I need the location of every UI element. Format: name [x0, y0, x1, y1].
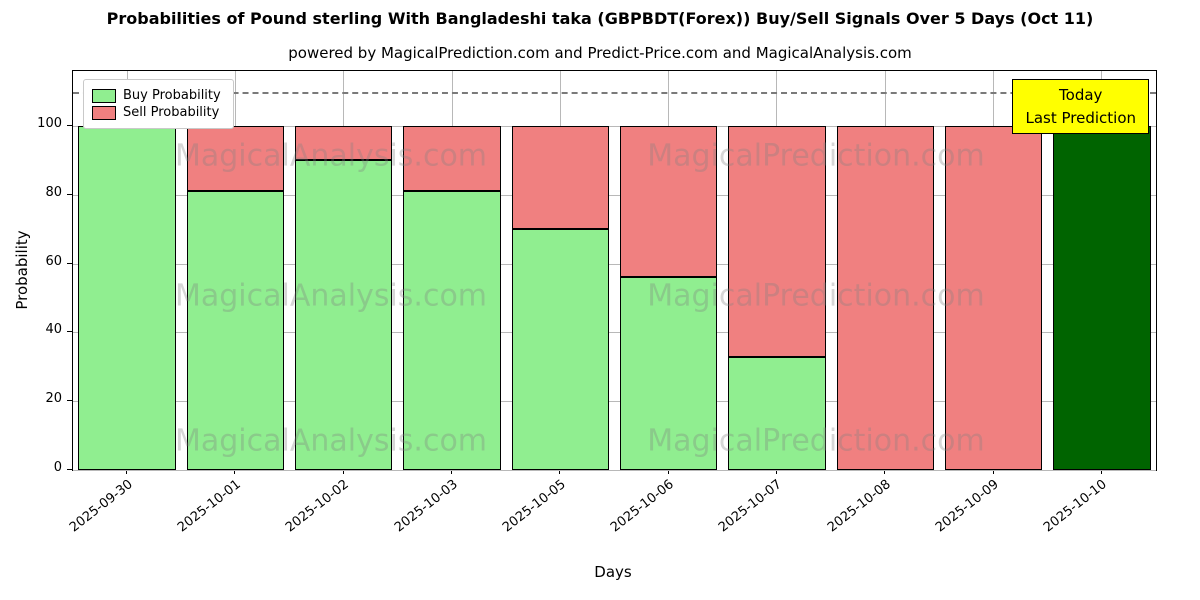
- today-annotation-line1: Today: [1059, 86, 1103, 104]
- bar-buy-segment: [619, 277, 718, 470]
- x-tick-mark: [884, 469, 886, 474]
- x-tick-mark: [126, 469, 128, 474]
- y-gridline: [73, 263, 1156, 265]
- y-tick-mark: [67, 400, 72, 402]
- bar-sell-segment: [836, 126, 934, 470]
- x-tick-mark: [342, 469, 344, 474]
- x-tick-mark: [1100, 469, 1102, 474]
- bar-buy-segment: [403, 191, 501, 470]
- legend-item-sell: Sell Probability: [92, 105, 221, 120]
- y-tick-label: 60: [45, 253, 62, 269]
- legend-swatch-sell-icon: [92, 105, 116, 120]
- y-gridline: [73, 401, 1156, 403]
- bar-sell-segment: [403, 126, 501, 192]
- y-gridline: [73, 194, 1156, 196]
- y-tick-mark: [67, 331, 72, 333]
- y-tick-label: 0: [53, 460, 62, 475]
- legend-swatch-buy-icon: [92, 88, 116, 103]
- plot-area: Buy Probability Sell Probability Today L…: [72, 70, 1157, 471]
- x-tick-mark: [559, 469, 561, 474]
- chart-title: Probabilities of Pound sterling With Ban…: [106, 9, 1094, 28]
- y-gridline: [73, 126, 1156, 128]
- x-tick-label: 2025-10-09: [933, 477, 1002, 536]
- x-tick-label: 2025-10-10: [1041, 477, 1111, 536]
- x-axis-label: Days: [594, 563, 632, 581]
- bar-buy-segment: [186, 191, 285, 470]
- y-tick-mark: [67, 125, 72, 127]
- legend-label-sell: Sell Probability: [123, 105, 220, 120]
- y-tick-mark: [67, 469, 72, 470]
- bar-sell-segment: [511, 126, 610, 230]
- bar-buy-segment: [728, 356, 826, 470]
- y-tick-label: 100: [37, 116, 62, 132]
- today-annotation-line2: Last Prediction: [1025, 108, 1136, 127]
- y-gridline: [73, 470, 1156, 471]
- bar-sell-segment: [186, 126, 285, 192]
- bar-buy-segment: [295, 160, 393, 470]
- y-tick-label: 80: [45, 184, 62, 200]
- bar-sell-segment: [619, 126, 718, 278]
- legend-item-buy: Buy Probability: [92, 88, 221, 103]
- x-tick-mark: [234, 469, 236, 474]
- x-tick-label: 2025-10-06: [608, 477, 677, 536]
- x-tick-label: 2025-10-03: [391, 477, 461, 536]
- x-tick-label: 2025-10-07: [716, 477, 786, 536]
- x-tick-mark: [775, 469, 777, 474]
- x-tick-label: 2025-10-02: [283, 477, 352, 536]
- y-axis-label: Probability: [13, 230, 31, 310]
- x-tick-label: 2025-10-08: [824, 477, 894, 536]
- y-tick-mark: [67, 193, 72, 195]
- legend: Buy Probability Sell Probability: [83, 79, 234, 129]
- x-tick-label: 2025-10-01: [174, 477, 244, 536]
- bar-sell-segment: [728, 126, 826, 357]
- x-tick-label: 2025-10-05: [499, 477, 569, 536]
- y-tick-label: 40: [45, 322, 62, 338]
- legend-label-buy: Buy Probability: [123, 88, 221, 103]
- x-tick-mark: [451, 469, 453, 474]
- y-tick-label: 20: [45, 391, 62, 407]
- bar-buy-segment: [78, 126, 176, 470]
- bar-sell-segment: [944, 126, 1043, 470]
- x-tick-mark: [667, 469, 669, 474]
- bar-sell-segment: [295, 126, 393, 161]
- bar-today: [1053, 126, 1151, 470]
- chart-subtitle: powered by MagicalPrediction.com and Pre…: [288, 44, 912, 62]
- bar-buy-segment: [511, 229, 610, 470]
- x-tick-label: 2025-09-30: [66, 477, 136, 536]
- x-tick-mark: [992, 469, 994, 474]
- y-tick-mark: [67, 262, 72, 264]
- today-annotation: Today Last Prediction: [1012, 79, 1149, 134]
- y-gridline: [73, 332, 1156, 334]
- dashed-threshold-line: [73, 91, 1156, 94]
